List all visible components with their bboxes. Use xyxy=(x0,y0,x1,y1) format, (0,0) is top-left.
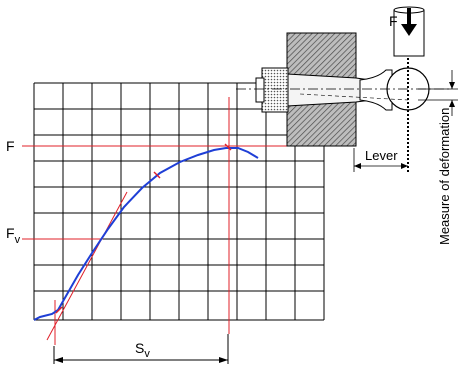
tangent-line xyxy=(46,191,128,341)
force-label-top: F xyxy=(389,13,398,29)
nut xyxy=(261,67,289,113)
f-axis-label: F xyxy=(6,138,15,154)
curve-markers xyxy=(55,143,232,314)
fv-label: Fv xyxy=(6,225,21,246)
lever-label: Lever xyxy=(365,148,398,163)
sv-label: Sv xyxy=(135,340,150,360)
test-fixture-illustration xyxy=(236,6,458,172)
measure-of-deformation-label: Measure of deformation xyxy=(437,108,452,245)
guide-lines xyxy=(22,97,290,345)
sv-dimension xyxy=(53,334,229,364)
force-deformation-curve xyxy=(33,147,259,321)
force-arrow-icon xyxy=(401,24,417,36)
